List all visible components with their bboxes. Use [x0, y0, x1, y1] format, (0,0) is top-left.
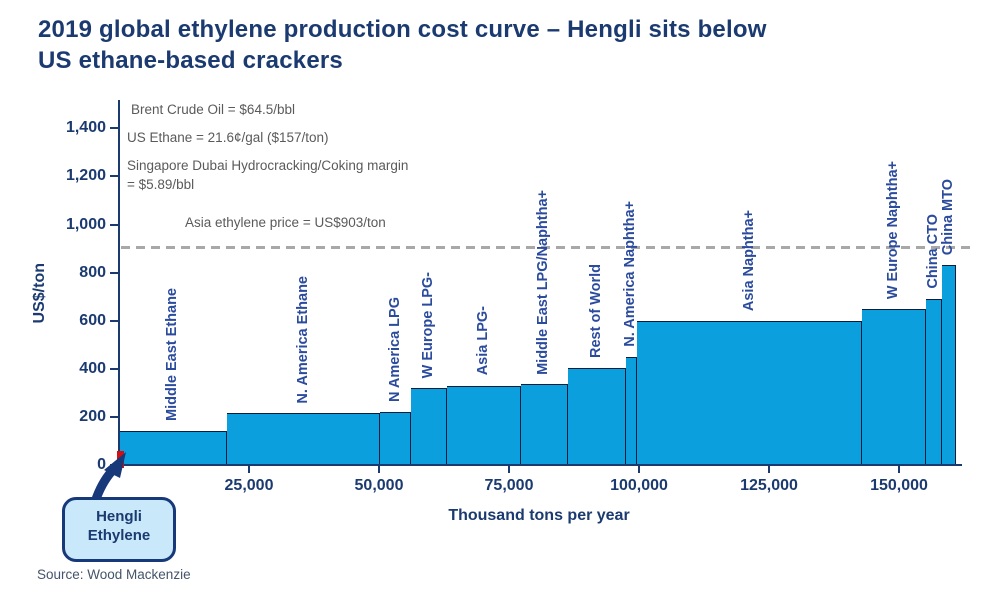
cost-bar-middle-east-ethane: [119, 431, 228, 466]
bar-label-rest-of-world: Rest of World: [587, 263, 604, 358]
x-tick-50000: [378, 466, 380, 473]
bar-label-n-america-naphtha: N. America Naphtha+: [622, 201, 639, 347]
annotation-asia-ethylene-price: Asia ethylene price = US$903/ton: [185, 215, 386, 230]
x-tick-100000: [638, 466, 640, 473]
y-tick-label-0: 0: [97, 456, 106, 473]
cost-bar-w-europe-lpg: [411, 388, 448, 466]
bar-label-w-europe-lpg: W Europe LPG-: [420, 271, 437, 379]
bar-label-w-europe-naphtha: W Europe Naphtha+: [885, 160, 902, 299]
y-tick-label-200: 200: [79, 407, 106, 425]
bar-label-n-america-ethane: N. America Ethane: [294, 275, 311, 404]
annotation-brent: Brent Crude Oil = $64.5/bbl: [131, 102, 295, 117]
bar-label-middle-east-lpg-naphtha: Middle East LPG/Naphtha+: [535, 189, 552, 375]
cost-bar-n-america-lpg: [380, 412, 412, 466]
page-title-line2: US ethane-based crackers: [38, 47, 343, 74]
x-axis-line: [118, 464, 962, 466]
hengli-callout-line1: Hengli: [96, 508, 142, 525]
y-tick-600: [110, 319, 118, 322]
cost-bar-china-mto: [942, 265, 957, 466]
bar-label-n-america-lpg: N America LPG: [386, 297, 403, 403]
y-tick-1400: [110, 127, 118, 130]
page-title-line1: 2019 global ethylene production cost cur…: [38, 16, 767, 43]
bar-label-china-mto: China MTO: [940, 179, 957, 256]
x-tick-75000: [508, 466, 510, 473]
x-tick-label-25000: 25,000: [224, 477, 274, 494]
hengli-callout: Hengli Ethylene: [62, 497, 176, 562]
y-tick-1200: [110, 175, 118, 178]
reference-line-asia-price: [121, 246, 975, 249]
cost-bar-asia-lpg: [447, 385, 521, 466]
cost-bar-n-america-naphtha: [626, 356, 637, 466]
x-tick-label-100000: 100,000: [610, 477, 668, 494]
x-tick-125000: [768, 466, 770, 473]
y-tick-800: [110, 271, 118, 274]
y-axis-line: [118, 100, 120, 466]
x-tick-label-75000: 75,000: [484, 477, 534, 494]
page-title: 2019 global ethylene production cost cur…: [38, 14, 767, 76]
bar-label-china-cto: China CTO: [925, 214, 942, 290]
y-tick-label-1400: 1,400: [65, 119, 106, 137]
annotation-singapore-margin-line2: = $5.89/bbl: [127, 177, 195, 192]
bar-label-middle-east-ethane: Middle East Ethane: [164, 288, 181, 422]
y-tick-label-1000: 1,000: [65, 215, 106, 233]
x-tick-25000: [248, 466, 250, 473]
cost-bar-middle-east-lpg-naphtha: [520, 384, 568, 466]
source-note: Source: Wood Mackenzie: [37, 567, 191, 582]
y-tick-label-1200: 1,200: [65, 167, 106, 185]
y-tick-label-600: 600: [79, 311, 106, 329]
y-tick-400: [110, 367, 118, 370]
x-axis-title: Thousand tons per year: [448, 507, 630, 524]
x-tick-label-125000: 125,000: [740, 477, 798, 494]
cost-bar-rest-of-world: [567, 367, 626, 466]
bar-label-asia-naphtha: Asia Naphtha+: [740, 209, 757, 311]
annotation-us-ethane: US Ethane = 21.6¢/gal ($157/ton): [127, 130, 329, 145]
x-tick-150000: [898, 466, 900, 473]
hengli-callout-line2: Ethylene: [87, 527, 151, 544]
cost-bar-w-europe-naphtha: [862, 308, 927, 466]
x-tick-label-150000: 150,000: [870, 477, 928, 494]
y-tick-200: [110, 415, 118, 418]
y-tick-1000: [110, 223, 118, 226]
annotation-singapore-margin-line1: Singapore Dubai Hydrocracking/Coking mar…: [127, 158, 409, 173]
cost-bar-china-cto: [926, 299, 943, 466]
cost-bar-n-america-ethane: [227, 413, 381, 466]
y-tick-label-800: 800: [79, 263, 106, 281]
bar-label-asia-lpg: Asia LPG-: [475, 306, 492, 376]
y-tick-label-400: 400: [79, 359, 106, 377]
x-tick-label-50000: 50,000: [354, 477, 404, 494]
cost-bar-asia-naphtha: [636, 320, 863, 466]
